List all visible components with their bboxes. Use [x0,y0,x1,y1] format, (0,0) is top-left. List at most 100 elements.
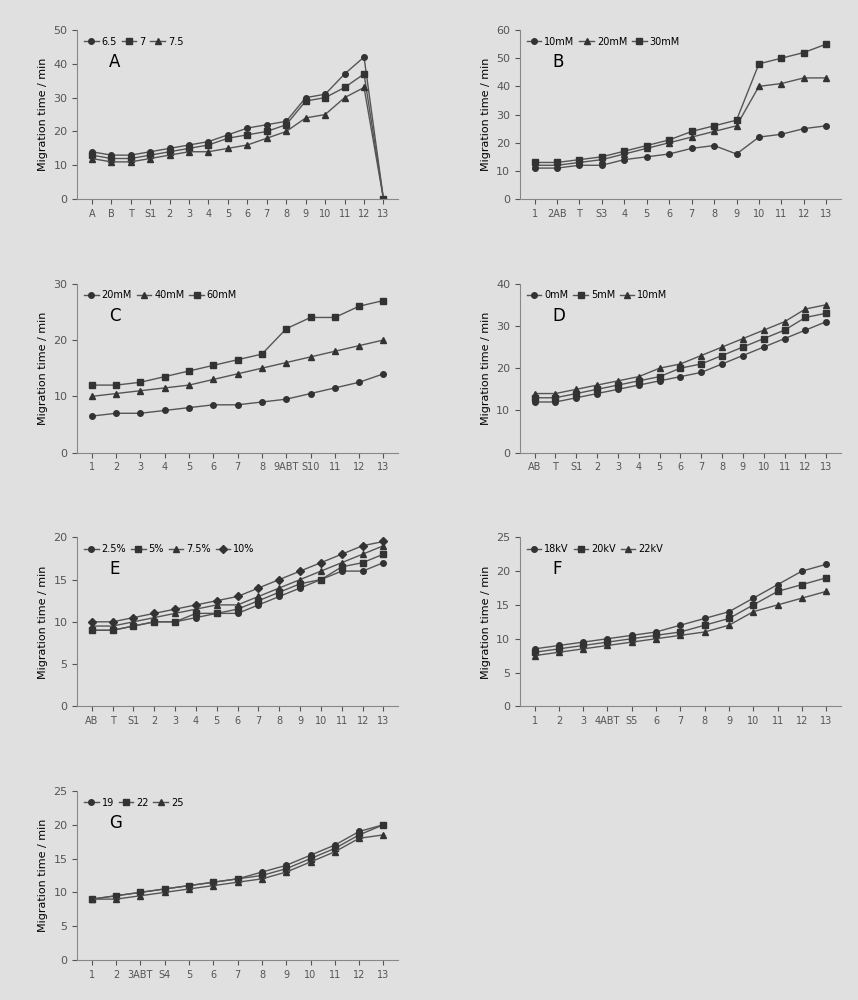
20kV [748,599,758,611]
0mM [633,379,644,391]
20mM [233,399,243,411]
40mM [208,373,219,385]
19 [233,873,243,885]
7.5% [336,557,347,569]
10mM [717,341,728,353]
5mM [801,311,811,323]
Legend: 10mM, 20mM, 30mM: 10mM, 20mM, 30mM [525,35,682,49]
7 [106,153,117,165]
Y-axis label: Migration time / min: Migration time / min [480,58,491,171]
22kV [626,636,637,648]
22 [184,880,194,892]
20mM [642,142,652,154]
20mM [619,148,630,160]
20mM [329,382,340,394]
7 [281,119,292,131]
5% [149,616,160,628]
2.5% [336,565,347,577]
Text: G: G [109,814,122,832]
5% [107,624,118,636]
10mM [596,159,607,171]
20mM [686,131,697,143]
7.5 [106,156,117,168]
22 [208,876,219,888]
30mM [596,151,607,163]
Line: 25: 25 [89,832,386,902]
Line: 10mM: 10mM [532,123,829,171]
7.5% [295,574,305,586]
19 [257,866,267,878]
40mM [257,362,267,374]
22 [281,863,292,875]
20mM [305,388,316,400]
40mM [160,382,170,394]
2.5% [129,620,139,632]
40mM [87,390,97,402]
10% [336,548,347,560]
7.5 [87,153,97,165]
19 [184,880,194,892]
22 [136,886,146,898]
Legend: 6.5, 7, 7.5: 6.5, 7, 7.5 [82,35,185,49]
Line: 5mM: 5mM [532,310,829,401]
Line: 6.5: 6.5 [89,54,386,202]
2.5% [275,590,285,602]
0mM [550,396,560,408]
60mM [281,323,292,335]
2.5% [378,557,389,569]
20kV [699,619,710,631]
7.5 [242,139,252,151]
Line: 60mM: 60mM [89,298,386,388]
0mM [592,388,602,400]
20mM [574,156,584,168]
19 [378,819,389,831]
5% [358,557,368,569]
6.5 [145,146,155,158]
40mM [111,388,121,400]
0mM [821,316,831,328]
20mM [208,399,219,411]
10mM [758,324,769,336]
22kV [699,626,710,638]
7 [378,193,389,205]
7.5% [190,603,201,615]
10mM [776,128,787,140]
20kV [772,585,782,597]
7.5% [129,616,139,628]
Legend: 18kV, 20kV, 22kV: 18kV, 20kV, 22kV [525,542,665,556]
Line: 30mM: 30mM [532,41,829,165]
60mM [184,365,194,377]
Line: 7.5%: 7.5% [89,543,386,629]
10mM [613,375,623,387]
10mM [821,120,831,132]
19 [208,876,219,888]
10mM [801,303,811,315]
6.5 [203,136,214,148]
20mM [257,396,267,408]
18kV [797,565,807,577]
7 [340,81,350,93]
10mM [709,140,719,152]
7.5 [125,156,136,168]
Legend: 0mM, 5mM, 10mM: 0mM, 5mM, 10mM [525,288,669,302]
Line: 20mM: 20mM [532,75,829,168]
10mM [675,358,686,370]
20kV [797,579,807,591]
6.5 [262,119,272,131]
Y-axis label: Migration time / min: Migration time / min [38,565,48,679]
2.5% [253,599,263,611]
2.5% [107,624,118,636]
30mM [642,140,652,152]
5% [295,578,305,590]
Y-axis label: Migration time / min: Migration time / min [480,565,491,679]
5% [233,603,243,615]
10% [316,557,326,569]
20mM [731,120,741,132]
30mM [754,58,764,70]
22kV [651,633,662,645]
22kV [602,639,613,651]
20kV [651,629,662,641]
22 [305,853,316,865]
Text: C: C [109,307,121,325]
7.5 [378,193,389,205]
